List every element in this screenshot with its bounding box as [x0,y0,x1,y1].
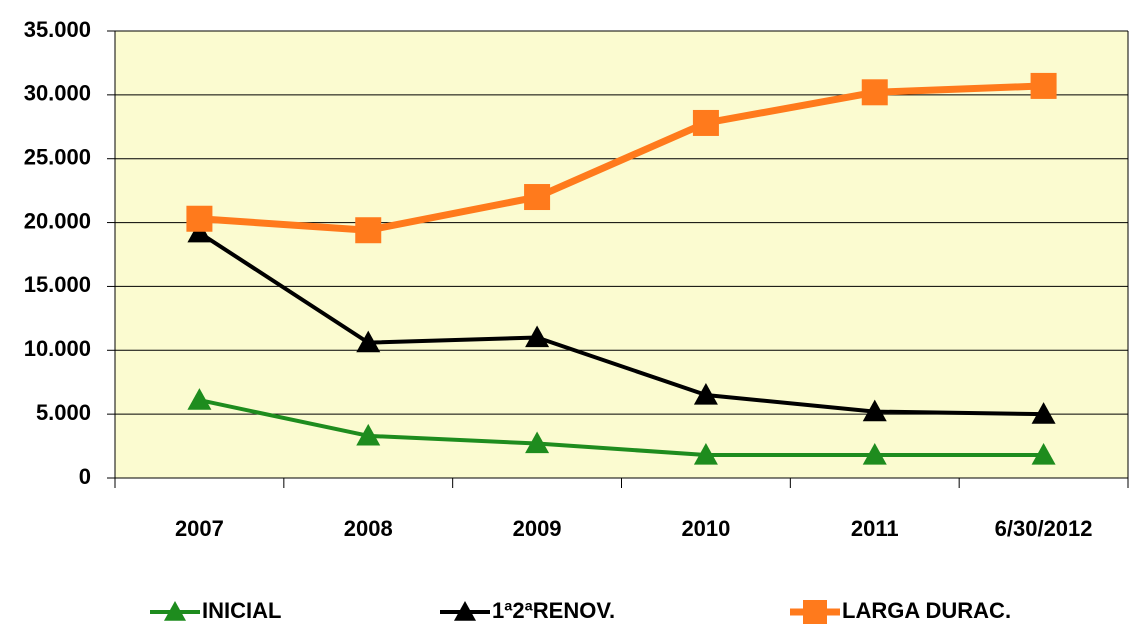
x-tick-label: 2009 [513,516,562,541]
plot-area [115,31,1128,478]
legend-label: INICIAL [202,598,281,623]
marker [1030,72,1057,99]
y-tick-label: 10.000 [24,336,91,361]
y-tick-label: 25.000 [24,145,91,170]
marker [454,601,476,621]
x-tick-label: 6/30/2012 [995,516,1093,541]
x-tick-label: 2011 [851,516,899,541]
legend-label: LARGA DURAC. [842,598,1011,623]
marker [186,205,213,232]
marker [693,443,718,465]
marker [862,399,887,422]
marker [862,443,887,465]
marker [1031,402,1056,424]
y-tick-label: 5.000 [36,400,91,425]
y-tick-label: 15.000 [24,272,91,297]
marker [692,109,719,136]
series-line [198,231,1044,417]
marker [187,388,212,410]
marker [803,600,827,624]
x-tick-label: 2007 [175,516,224,541]
marker [525,325,550,348]
legend-label: 1ª2ªRENOV. [492,598,615,623]
y-tick-label: 0 [79,464,91,489]
y-tick-label: 35.000 [24,17,91,42]
marker [164,601,186,621]
series-line [199,82,1044,234]
marker [1031,443,1056,465]
y-tick-label: 20.000 [24,208,91,233]
series-line [199,398,1044,458]
x-tick-label: 2010 [681,516,730,541]
marker [356,330,381,353]
y-tick-label: 30.000 [24,81,91,106]
marker [356,423,381,446]
marker [355,217,382,244]
marker [693,382,718,405]
marker [525,431,550,454]
marker [861,79,888,106]
marker [524,184,551,211]
x-tick-label: 2008 [344,516,393,541]
